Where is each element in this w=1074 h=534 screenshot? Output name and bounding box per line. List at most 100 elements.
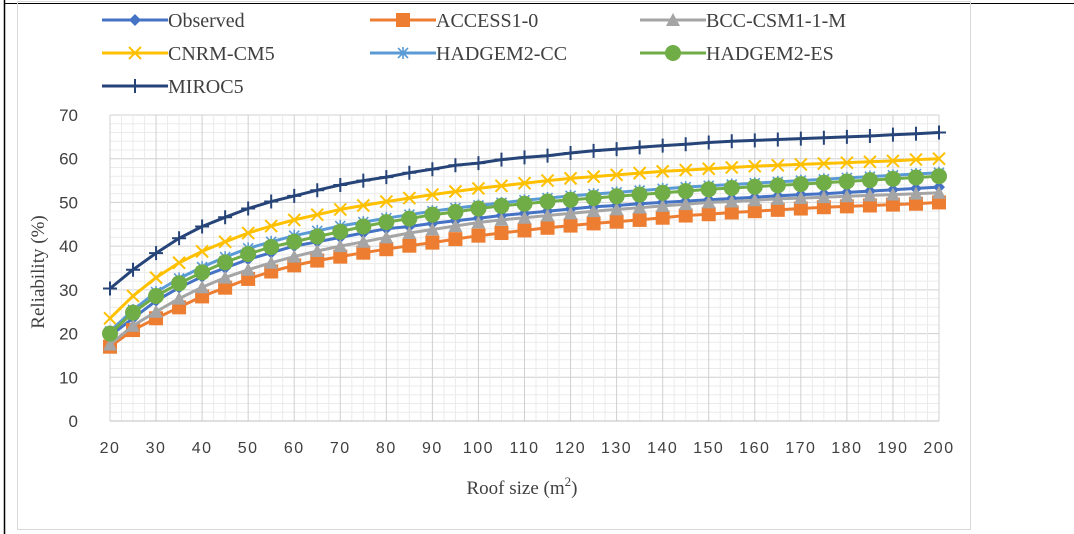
data-point-bcc-csm1-1-m (932, 185, 946, 199)
data-point-bcc-csm1-1-m (908, 186, 923, 200)
data-point-hadgem2-es (240, 246, 257, 263)
data-point-access1-0 (862, 198, 877, 213)
data-point-bcc-csm1-1-m (632, 200, 647, 214)
x-tick-label: 170 (785, 440, 816, 457)
data-point-bcc-csm1-1-m (793, 191, 808, 205)
data-point-miroc5 (195, 219, 210, 234)
data-point-miroc5 (356, 173, 371, 188)
data-point-bcc-csm1-1-m (816, 190, 831, 204)
data-point-bcc-csm1-1-m (609, 202, 624, 216)
data-point-miroc5 (494, 152, 509, 167)
data-point-cnrm-cm5 (494, 179, 509, 193)
data-point-hadgem2-es (309, 228, 326, 245)
series-layer (102, 125, 947, 354)
data-point-hadgem2-es (171, 275, 188, 292)
data-point-bcc-csm1-1-m (678, 197, 693, 211)
data-point-hadgem2-es (102, 325, 118, 342)
data-point-miroc5 (908, 126, 923, 141)
data-point-miroc5 (632, 140, 647, 155)
data-point-cnrm-cm5 (517, 176, 532, 190)
data-point-miroc5 (264, 194, 279, 209)
data-point-cnrm-cm5 (702, 162, 716, 176)
x-axis-title-sup: 2 (565, 474, 572, 489)
data-point-bcc-csm1-1-m (563, 206, 578, 220)
data-point-miroc5 (103, 281, 117, 296)
data-point-hadgem2-es (332, 223, 349, 240)
x-axis-title-main: Roof size (m (467, 478, 565, 499)
x-axis-ticks: 20 30 40 50 60 70 80 90 100 110 120 130 140 150 160 170… (100, 440, 954, 457)
data-point-hadgem2-es (723, 180, 740, 197)
y-tick-label: 50 (59, 193, 78, 212)
data-point-cnrm-cm5 (287, 213, 301, 227)
data-point-miroc5 (724, 134, 739, 149)
data-point-bcc-csm1-1-m (425, 222, 440, 236)
data-point-access1-0 (448, 232, 463, 247)
data-point-bcc-csm1-1-m (103, 337, 117, 351)
data-point-access1-0 (816, 200, 831, 215)
data-point-miroc5 (402, 165, 417, 180)
data-point-miroc5 (379, 170, 394, 185)
data-point-cnrm-cm5 (678, 163, 693, 177)
data-point-cnrm-cm5 (333, 202, 347, 217)
data-point-access1-0 (932, 195, 946, 210)
data-point-cnrm-cm5 (126, 289, 140, 303)
y-tick-label: 0 (69, 412, 78, 431)
data-point-cnrm-cm5 (932, 152, 946, 166)
data-point-cnrm-cm5 (748, 159, 762, 173)
legend-item-bcc-csm1-1-m: BCC-CSM1-1-M (640, 10, 846, 32)
data-point-access1-0 (563, 218, 578, 233)
data-point-cnrm-cm5 (817, 156, 831, 171)
data-point-bcc-csm1-1-m (586, 204, 601, 218)
data-point-hadgem2-es (700, 181, 717, 198)
data-point-access1-0 (471, 228, 486, 243)
x-tick-label: 110 (509, 440, 539, 457)
data-point-miroc5 (333, 177, 348, 192)
data-point-cnrm-cm5 (241, 226, 255, 240)
data-point-bcc-csm1-1-m (471, 215, 486, 229)
data-point-cnrm-cm5 (172, 256, 186, 270)
data-point-hadgem2-es (286, 233, 303, 250)
data-point-bcc-csm1-1-m (287, 249, 302, 263)
x-tick-label: 70 (330, 440, 351, 457)
x-tick-label: 140 (647, 440, 678, 457)
data-point-bcc-csm1-1-m (701, 195, 716, 209)
data-point-hadgem2-es (263, 239, 280, 256)
x-axis-title: Roof size (m2) (467, 474, 578, 499)
legend-item-cnrm-cm5: CNRM-CM5 (102, 43, 275, 65)
data-point-cnrm-cm5 (471, 181, 486, 196)
y-tick-label: 20 (59, 325, 78, 344)
data-point-cnrm-cm5 (103, 311, 117, 325)
legend-marker (665, 45, 681, 61)
data-point-hadgem2-es (769, 177, 786, 194)
x-tick-label: 200 (923, 440, 954, 457)
data-point-miroc5 (747, 133, 762, 148)
data-point-bcc-csm1-1-m (172, 291, 187, 305)
data-point-miroc5 (517, 150, 532, 165)
data-point-cnrm-cm5 (609, 168, 624, 182)
data-point-access1-0 (678, 208, 693, 223)
data-point-miroc5 (126, 262, 141, 277)
data-point-cnrm-cm5 (379, 194, 394, 209)
data-point-miroc5 (425, 162, 440, 177)
data-point-access1-0 (724, 205, 739, 220)
data-point-hadgem2-es (608, 188, 625, 205)
data-point-access1-0 (517, 223, 532, 238)
data-point-access1-0 (402, 238, 417, 253)
legend-label: ACCESS1-0 (436, 10, 538, 32)
data-point-hadgem2-es (470, 200, 487, 217)
y-tick-label: 40 (59, 237, 78, 256)
data-point-bcc-csm1-1-m (379, 230, 394, 244)
data-point-hadgem2-es (493, 197, 510, 214)
y-tick-label: 70 (59, 106, 78, 125)
data-point-hadgem2-es (424, 206, 441, 223)
legend-marker (397, 47, 409, 59)
data-point-miroc5 (678, 137, 693, 152)
data-point-bcc-csm1-1-m (149, 304, 164, 318)
legend-item-observed: Observed (102, 10, 245, 32)
x-tick-label: 150 (693, 440, 724, 457)
data-point-miroc5 (149, 246, 164, 261)
legend-label: HADGEM2-CC (436, 43, 567, 65)
data-point-miroc5 (448, 158, 463, 173)
legend-label: BCC-CSM1-1-M (706, 10, 846, 32)
data-point-hadgem2-es (861, 172, 878, 189)
